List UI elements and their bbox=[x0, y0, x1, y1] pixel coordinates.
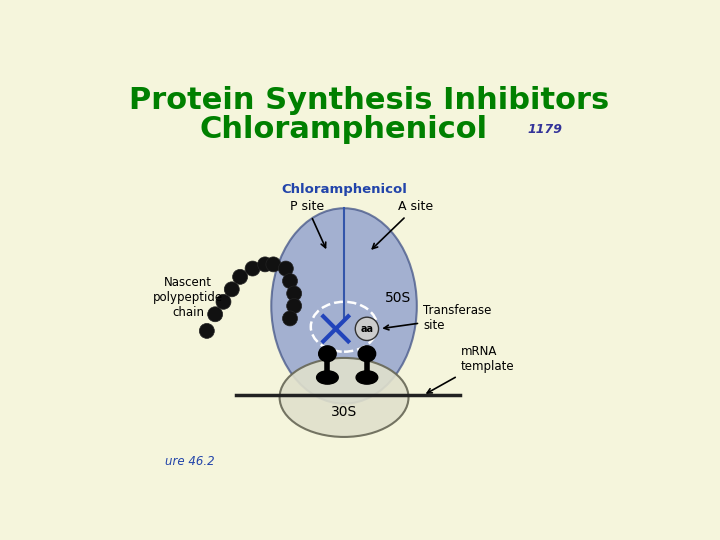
Ellipse shape bbox=[356, 371, 378, 384]
Ellipse shape bbox=[279, 358, 408, 437]
Text: Chloramphenicol: Chloramphenicol bbox=[281, 183, 407, 196]
Circle shape bbox=[245, 261, 260, 276]
Ellipse shape bbox=[319, 346, 336, 362]
Circle shape bbox=[258, 257, 273, 272]
Text: 30S: 30S bbox=[331, 405, 357, 419]
Circle shape bbox=[282, 311, 297, 326]
Text: 50S: 50S bbox=[385, 291, 411, 305]
Circle shape bbox=[216, 294, 231, 309]
Text: ure 46.2: ure 46.2 bbox=[166, 455, 215, 468]
Text: Protein Synthesis Inhibitors: Protein Synthesis Inhibitors bbox=[129, 86, 609, 114]
Ellipse shape bbox=[358, 346, 376, 362]
Ellipse shape bbox=[271, 208, 417, 404]
Text: Chloramphenicol: Chloramphenicol bbox=[200, 114, 488, 144]
Circle shape bbox=[287, 286, 302, 301]
Text: P site: P site bbox=[290, 200, 325, 248]
Ellipse shape bbox=[317, 371, 338, 384]
Circle shape bbox=[225, 282, 239, 297]
Text: 1179: 1179 bbox=[527, 123, 562, 136]
Circle shape bbox=[282, 274, 297, 288]
Text: Transferase
site: Transferase site bbox=[384, 304, 492, 332]
Text: Nascent
polypeptide
chain: Nascent polypeptide chain bbox=[153, 276, 223, 319]
Text: aa: aa bbox=[361, 324, 374, 334]
Circle shape bbox=[287, 299, 302, 313]
Circle shape bbox=[279, 261, 293, 276]
Circle shape bbox=[199, 323, 215, 339]
Circle shape bbox=[207, 307, 222, 322]
Circle shape bbox=[266, 257, 281, 272]
Text: mRNA
template: mRNA template bbox=[427, 346, 514, 393]
Circle shape bbox=[355, 317, 379, 341]
Circle shape bbox=[233, 269, 248, 285]
Text: A site: A site bbox=[372, 200, 433, 249]
